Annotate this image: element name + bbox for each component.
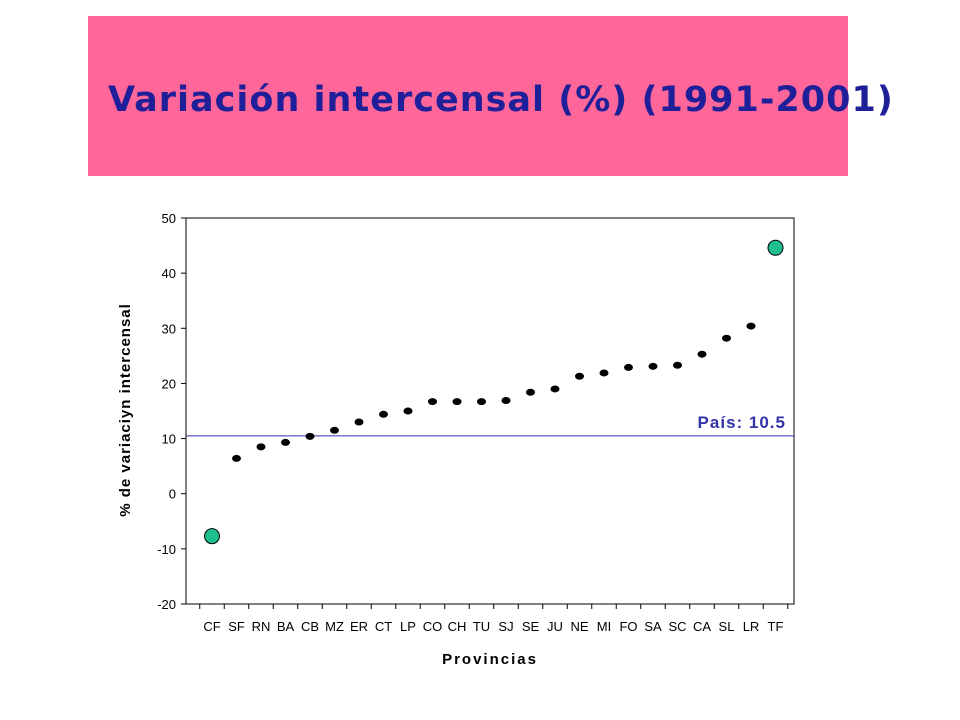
- data-point: [281, 438, 290, 446]
- data-point: [722, 334, 731, 342]
- x-tick-label: MI: [597, 619, 611, 634]
- x-tick-label: JU: [547, 619, 563, 634]
- y-tick-label: 40: [162, 266, 176, 281]
- x-tick-label: CB: [301, 619, 319, 634]
- y-tick-label: 30: [162, 321, 176, 336]
- x-tick-label: ER: [350, 619, 368, 634]
- x-tick-label: SA: [644, 619, 662, 634]
- data-point: [477, 398, 486, 406]
- y-tick-label: -10: [157, 542, 176, 557]
- x-tick-label: FO: [619, 619, 637, 634]
- data-point: [526, 388, 535, 396]
- data-point: [354, 418, 364, 426]
- data-point-highlighted: [767, 239, 784, 256]
- y-tick-label: 10: [162, 432, 176, 447]
- x-tick-label: CO: [423, 619, 443, 634]
- slide-title: Variación intercensal (%) (1991-2001): [108, 80, 894, 120]
- data-point: [403, 407, 413, 415]
- x-tick-label: CH: [448, 619, 467, 634]
- title-banner: Variación intercensal (%) (1991-2001): [88, 16, 893, 176]
- data-point: [305, 432, 315, 440]
- x-tick-label: SJ: [498, 619, 513, 634]
- x-tick-label: NE: [570, 619, 588, 634]
- data-point-highlighted: [204, 528, 220, 545]
- data-point: [648, 362, 658, 370]
- x-tick-label: CF: [203, 619, 220, 634]
- data-point: [501, 397, 511, 405]
- x-tick-label: SC: [668, 619, 686, 634]
- plot-area: [185, 217, 795, 605]
- data-point: [232, 454, 241, 462]
- data-point: [746, 322, 756, 330]
- y-tick-label: -20: [157, 597, 176, 612]
- x-tick-label: SL: [719, 619, 735, 634]
- x-tick-label: CT: [375, 619, 392, 634]
- data-point: [624, 363, 633, 371]
- x-tick-label: LP: [400, 619, 416, 634]
- x-axis-title: Provincias: [442, 651, 538, 668]
- x-tick-label: SF: [228, 619, 245, 634]
- x-tick-label: CA: [693, 619, 711, 634]
- data-point: [330, 426, 339, 434]
- data-point: [428, 398, 437, 406]
- x-tick-label: LR: [743, 619, 760, 634]
- x-tick-label: SE: [522, 619, 540, 634]
- x-tick-label: BA: [277, 619, 295, 634]
- data-point: [599, 369, 609, 377]
- data-point: [550, 385, 560, 393]
- data-point: [697, 350, 707, 358]
- x-tick-label: TF: [768, 619, 784, 634]
- y-tick-label: 20: [162, 376, 176, 391]
- data-point: [379, 410, 388, 418]
- data-point: [256, 443, 266, 451]
- x-tick-label: MZ: [325, 619, 344, 634]
- y-tick-label: 50: [162, 211, 176, 226]
- reference-line-label: País: 10.5: [698, 413, 786, 432]
- x-tick-label: RN: [252, 619, 271, 634]
- y-axis-title: % de variaciyn intercensal: [117, 303, 134, 517]
- y-tick-label: 0: [169, 487, 176, 502]
- x-tick-label: TU: [473, 619, 490, 634]
- data-point: [452, 398, 462, 406]
- data-point: [575, 372, 584, 380]
- data-point: [673, 361, 682, 369]
